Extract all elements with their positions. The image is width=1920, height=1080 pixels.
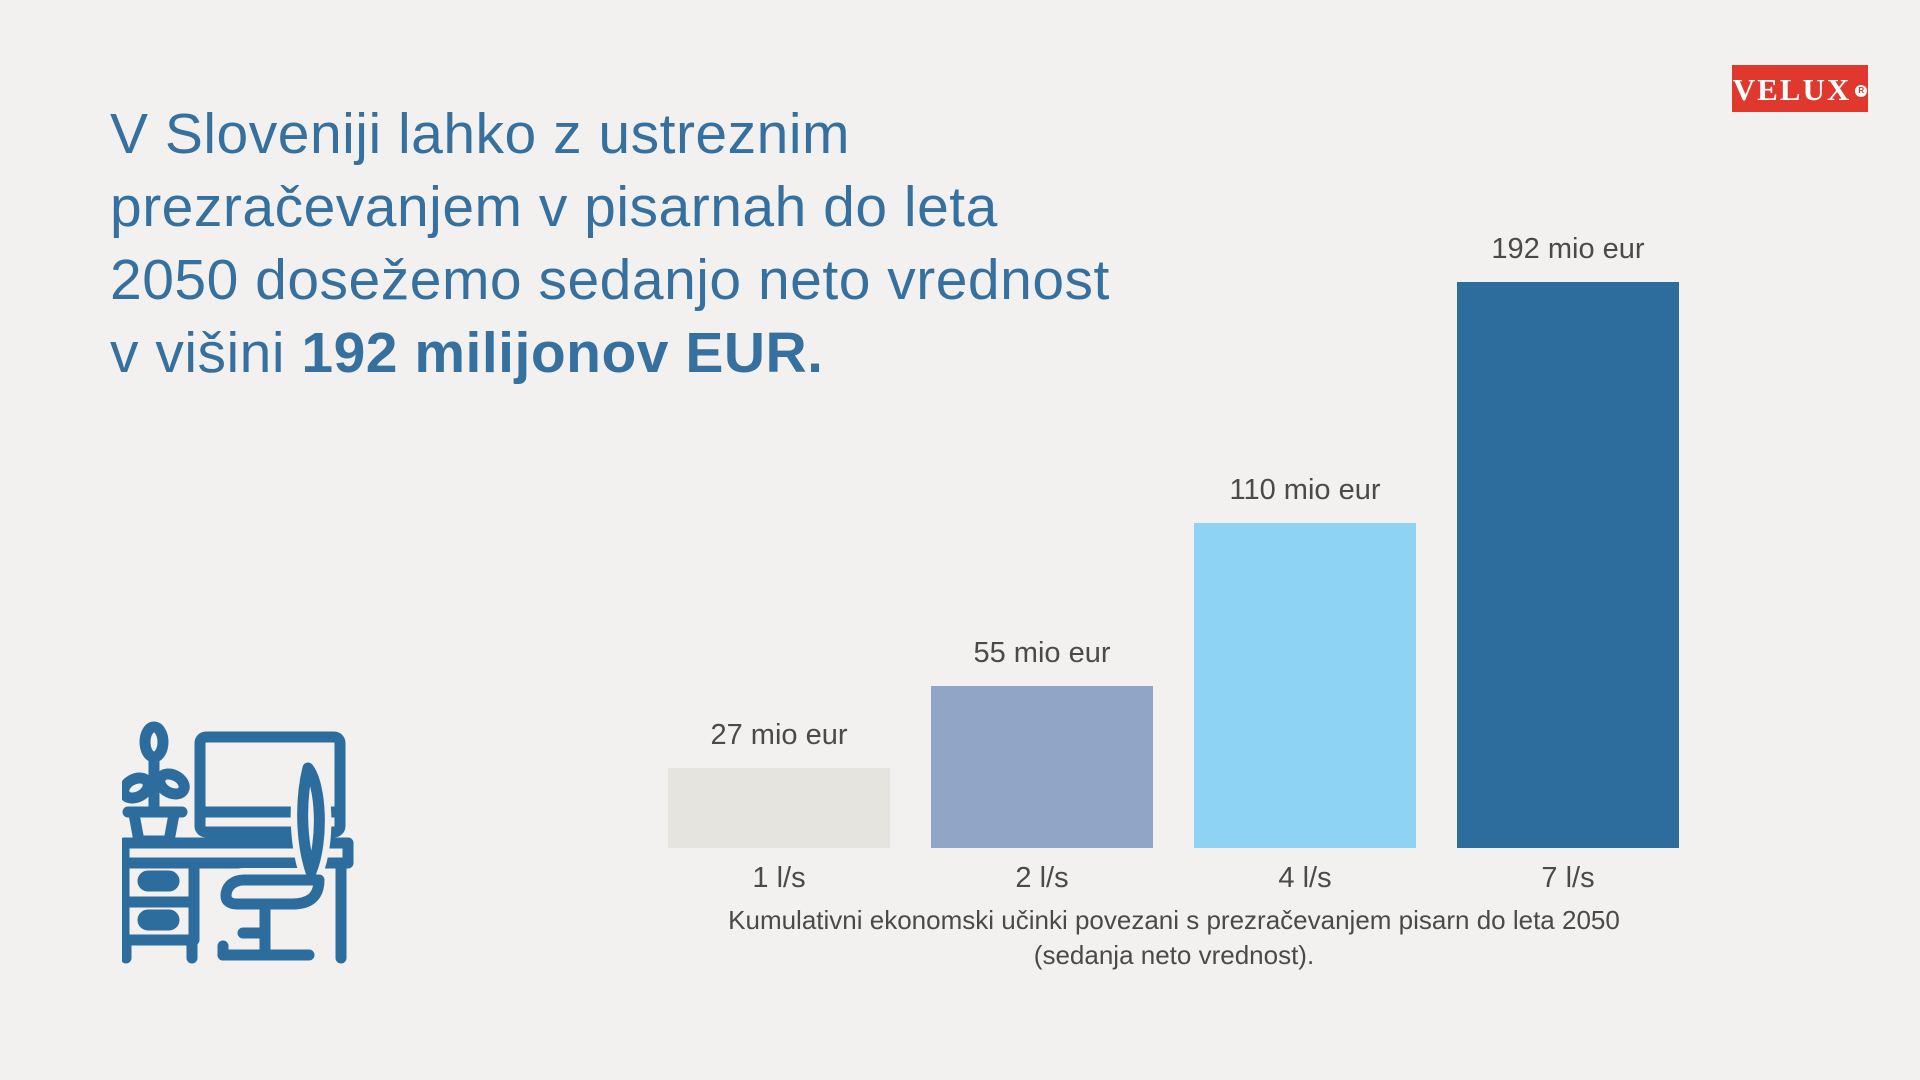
bar-column: 110 mio eur 4 l/s (1194, 228, 1416, 894)
bar-column: 192 mio eur 7 l/s (1457, 228, 1679, 894)
chart-caption-line-2: (sedanja neto vrednost). (1033, 940, 1315, 970)
monitor-icon (194, 731, 346, 838)
chair-icon (297, 762, 325, 878)
velux-logo: VELUX R (1732, 65, 1868, 112)
bar-110 (1194, 523, 1416, 848)
headline-line-4-regular: v višini (110, 321, 302, 385)
chart-caption: Kumulativni ekonomski učinki povezani s … (668, 903, 1680, 973)
bar-value-label: 27 mio eur (710, 719, 848, 751)
headline-line-4-bold: 192 milijonov EUR. (301, 321, 824, 385)
bar-192 (1457, 282, 1679, 848)
bar-column: 55 mio eur 2 l/s (931, 228, 1153, 894)
bar-value-label: 192 mio eur (1491, 233, 1645, 265)
bar-x-label: 4 l/s (1278, 862, 1332, 894)
bar-value-label: 55 mio eur (973, 637, 1111, 669)
velux-logo-text: VELUX (1732, 72, 1852, 107)
headline-line-2: prezračevanjem v pisarnah do leta (110, 175, 998, 239)
bar-27 (668, 768, 890, 848)
registered-trademark-icon: R (1855, 84, 1868, 97)
headline-line-1: V Sloveniji lahko z ustreznim (110, 102, 850, 166)
bar-55 (931, 686, 1153, 848)
bar-value-label: 110 mio eur (1229, 474, 1381, 506)
desk-icon-surface (122, 837, 354, 869)
chart-caption-line-1: Kumulativni ekonomski učinki povezani s … (728, 905, 1620, 935)
bar-chart: 27 mio eur 1 l/s 55 mio eur 2 l/s 110 mio eu… (668, 228, 1679, 894)
bar-x-label: 2 l/s (1015, 862, 1069, 894)
page-title: V Sloveniji lahko z ustreznim prezračeva… (110, 98, 1440, 390)
bar-x-label: 7 l/s (1541, 862, 1595, 894)
headline-line-3: 2050 dosežemo sedanjo neto vrednost (110, 248, 1110, 312)
headline-line-4: v višini 192 milijonov EUR. (110, 317, 1440, 390)
office-desk-workspace-icon (122, 721, 354, 964)
bar-x-label: 1 l/s (752, 862, 806, 894)
bar-column: 27 mio eur 1 l/s (668, 228, 890, 894)
